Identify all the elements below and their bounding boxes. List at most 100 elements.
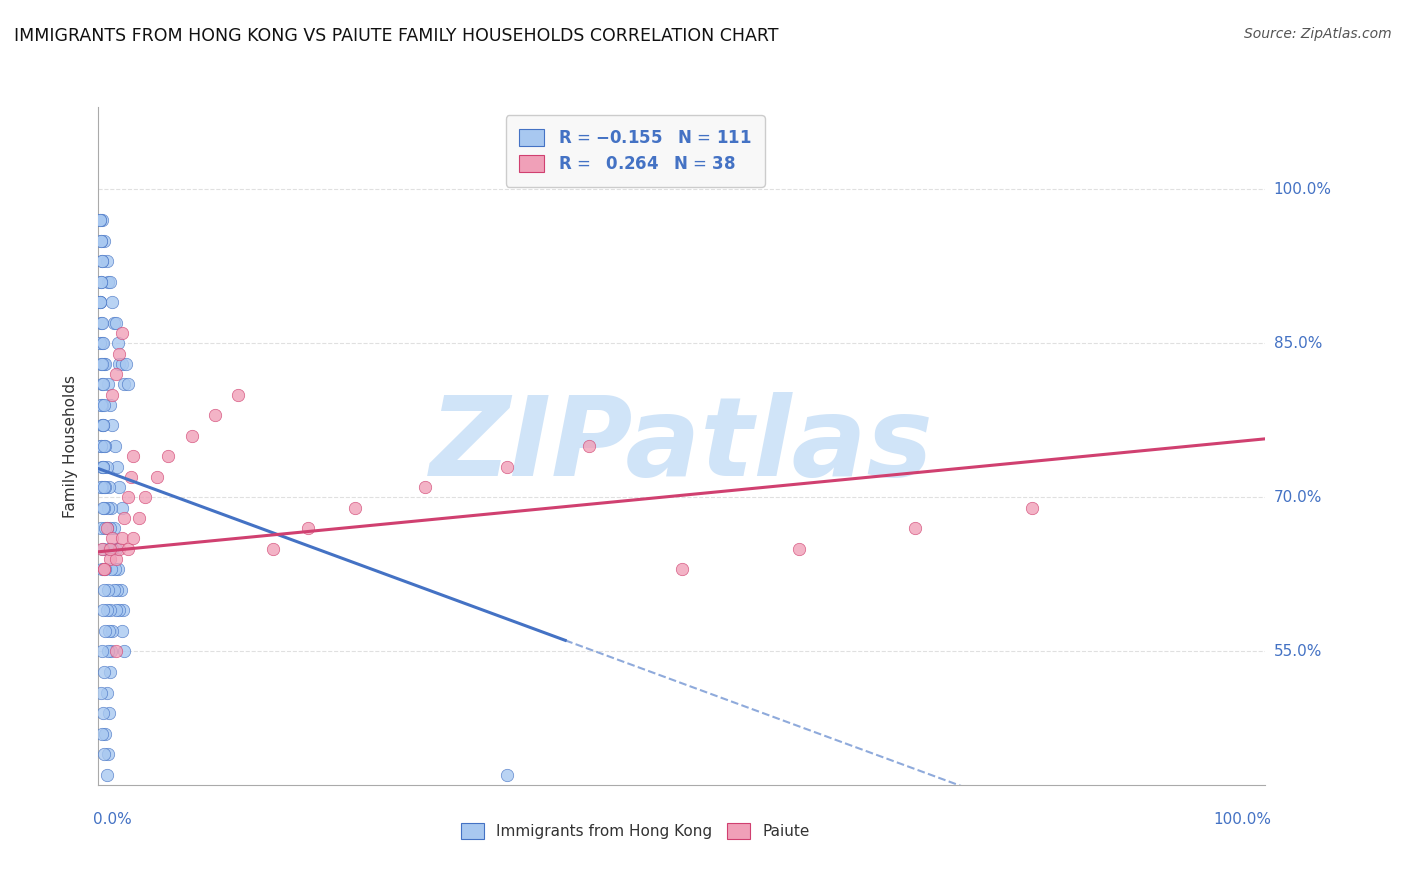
Point: [93, 562, 115, 576]
Point: [104, 552, 127, 566]
Point: [90, 357, 112, 371]
Point: [180, 428, 202, 442]
Point: [91, 377, 114, 392]
Point: [104, 644, 127, 658]
Point: [90, 377, 112, 392]
Point: [115, 357, 138, 371]
Point: [94, 562, 117, 576]
Point: [90, 562, 112, 576]
Point: [146, 470, 169, 484]
Point: [89, 213, 111, 227]
Point: [94, 439, 117, 453]
Point: [111, 532, 134, 546]
Point: [111, 624, 134, 638]
Point: [105, 582, 128, 597]
Point: [90, 439, 112, 453]
Point: [98, 665, 121, 679]
Point: [101, 532, 124, 546]
Point: [100, 644, 122, 658]
Point: [97, 582, 120, 597]
Point: [90, 726, 112, 740]
Point: [91, 500, 114, 515]
Point: [91, 706, 114, 720]
Point: [91, 336, 114, 351]
Point: [90, 316, 112, 330]
Point: [117, 377, 139, 392]
Point: [101, 387, 124, 401]
Point: [98, 552, 121, 566]
Point: [91, 459, 114, 474]
Point: [111, 326, 134, 340]
Point: [104, 439, 127, 453]
Point: [89, 213, 111, 227]
Point: [90, 644, 112, 658]
Point: [110, 582, 132, 597]
Point: [96, 521, 118, 535]
Point: [90, 213, 112, 227]
Point: [111, 603, 134, 617]
Point: [101, 541, 124, 556]
Point: [101, 418, 124, 433]
Point: [1021, 500, 1043, 515]
Point: [787, 541, 810, 556]
Point: [90, 234, 112, 248]
Point: [90, 234, 112, 248]
Point: [90, 521, 112, 535]
Point: [122, 532, 145, 546]
Point: [91, 418, 114, 433]
Text: 55.0%: 55.0%: [1274, 644, 1322, 659]
Point: [90, 336, 112, 351]
Point: [97, 500, 120, 515]
Point: [94, 521, 117, 535]
Point: [117, 541, 139, 556]
Text: 100.0%: 100.0%: [1274, 182, 1331, 197]
Point: [108, 480, 131, 494]
Point: [157, 450, 180, 464]
Point: [94, 726, 117, 740]
Point: [904, 521, 927, 535]
Point: [96, 254, 118, 268]
Point: [96, 459, 118, 474]
Point: [94, 624, 117, 638]
Point: [90, 541, 112, 556]
Point: [91, 459, 114, 474]
Point: [100, 562, 122, 576]
Point: [97, 541, 120, 556]
Point: [90, 275, 112, 289]
Point: [96, 685, 118, 699]
Text: Source: ZipAtlas.com: Source: ZipAtlas.com: [1244, 27, 1392, 41]
Point: [111, 357, 134, 371]
Point: [96, 767, 118, 781]
Point: [89, 336, 111, 351]
Point: [111, 500, 134, 515]
Point: [262, 541, 284, 556]
Point: [112, 377, 135, 392]
Text: 100.0%: 100.0%: [1213, 812, 1271, 827]
Point: [90, 480, 112, 494]
Point: [89, 295, 111, 310]
Text: 0.0%: 0.0%: [93, 812, 131, 827]
Point: [496, 767, 519, 781]
Point: [104, 562, 127, 576]
Point: [97, 624, 120, 638]
Point: [496, 459, 519, 474]
Text: IMMIGRANTS FROM HONG KONG VS PAIUTE FAMILY HOUSEHOLDS CORRELATION CHART: IMMIGRANTS FROM HONG KONG VS PAIUTE FAMI…: [14, 27, 779, 45]
Point: [107, 562, 129, 576]
Point: [93, 234, 115, 248]
Point: [90, 439, 112, 453]
Text: 85.0%: 85.0%: [1274, 335, 1322, 351]
Point: [90, 254, 112, 268]
Point: [90, 275, 112, 289]
Point: [98, 398, 121, 412]
Point: [89, 295, 111, 310]
Point: [93, 582, 115, 597]
Point: [98, 603, 121, 617]
Y-axis label: Family Households: Family Households: [63, 375, 77, 517]
Point: [93, 562, 115, 576]
Point: [108, 346, 131, 360]
Point: [101, 295, 124, 310]
Point: [578, 439, 600, 453]
Point: [91, 603, 114, 617]
Point: [103, 521, 125, 535]
Point: [90, 398, 112, 412]
